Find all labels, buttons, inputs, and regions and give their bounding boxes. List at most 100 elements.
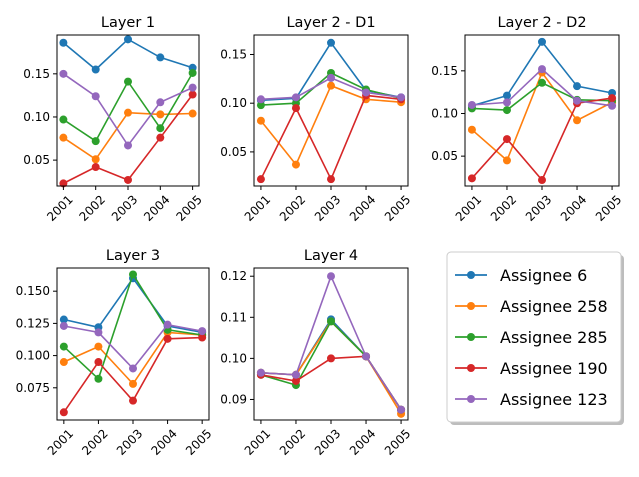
data-point bbox=[59, 342, 68, 351]
subplot-2: Layer 2 - D1 0.05 0.10 0.15 2001 2002 2003 2004… bbox=[220, 15, 413, 224]
data-point bbox=[59, 408, 68, 417]
legend-box bbox=[446, 251, 622, 423]
y-tick-label: 0.15 bbox=[23, 67, 50, 81]
series-line bbox=[260, 94, 402, 182]
data-point bbox=[256, 116, 265, 125]
data-point bbox=[256, 95, 265, 104]
data-point bbox=[163, 320, 172, 329]
data-point bbox=[188, 68, 197, 77]
x-tick-label: 2001 bbox=[45, 426, 76, 457]
data-point bbox=[467, 125, 476, 134]
y-tick-label: 0.10 bbox=[23, 110, 50, 124]
legend-marker bbox=[467, 333, 475, 341]
data-point bbox=[502, 135, 511, 144]
legend-marker bbox=[467, 271, 475, 279]
data-point bbox=[129, 270, 137, 279]
data-point bbox=[94, 374, 103, 383]
subplot-1: Layer 1 0.05 0.10 0.15 2001 2002 2003 2004 2005 bbox=[23, 15, 205, 224]
legend-marker bbox=[467, 302, 475, 310]
data-point bbox=[129, 379, 137, 388]
x-tick-label: 2002 bbox=[277, 192, 308, 223]
data-point bbox=[327, 354, 335, 363]
legend-marker bbox=[467, 364, 475, 372]
y-tick-label: 0.075 bbox=[16, 381, 50, 395]
y-tick-label: 0.100 bbox=[16, 349, 50, 363]
legend-label: Assignee 6 bbox=[500, 266, 587, 285]
x-tick-label: 2002 bbox=[488, 192, 519, 223]
data-point bbox=[362, 88, 371, 97]
data-point bbox=[188, 90, 197, 99]
legend-entry: Assignee 123 bbox=[455, 390, 608, 409]
data-point bbox=[538, 37, 546, 46]
y-tick-label: 0.09 bbox=[220, 392, 247, 406]
data-point bbox=[256, 101, 265, 110]
data-point bbox=[291, 104, 300, 113]
legend: Assignee 6 Assignee 258 Assignee 285 Assign… bbox=[446, 251, 624, 425]
series-line bbox=[63, 331, 203, 386]
y-tick-label: 0.10 bbox=[220, 351, 247, 365]
x-tick-label: 2005 bbox=[382, 426, 413, 457]
series-line bbox=[62, 38, 193, 71]
axes-frame bbox=[253, 34, 409, 187]
subplot-title: Layer 4 bbox=[304, 248, 358, 264]
data-point bbox=[291, 370, 300, 379]
data-point bbox=[198, 327, 207, 336]
data-point bbox=[129, 396, 137, 405]
subplot-title: Layer 1 bbox=[101, 15, 155, 31]
data-point bbox=[256, 175, 265, 184]
data-point bbox=[59, 69, 68, 78]
y-tick-label: 0.05 bbox=[431, 149, 458, 163]
data-point bbox=[502, 91, 511, 100]
x-tick-label: 2002 bbox=[77, 192, 108, 223]
data-point bbox=[59, 315, 68, 324]
data-point bbox=[59, 38, 68, 47]
x-tick-label: 2001 bbox=[242, 426, 273, 457]
x-tick-label: 2003 bbox=[114, 426, 145, 457]
y-tick-label: 0.05 bbox=[23, 153, 50, 167]
subplot-5: Layer 4 0.09 0.10 0.11 0.12 2001 2002 2003 2004 2… bbox=[220, 248, 413, 458]
data-point bbox=[59, 179, 68, 188]
legend-entry: Assignee 285 bbox=[455, 328, 608, 347]
data-point bbox=[502, 106, 511, 115]
data-point bbox=[91, 137, 100, 146]
series-line bbox=[471, 97, 613, 182]
y-tick-label: 0.125 bbox=[16, 316, 50, 330]
data-point bbox=[94, 328, 103, 337]
x-tick-label: 2005 bbox=[183, 426, 214, 457]
x-tick-label: 2004 bbox=[558, 192, 589, 223]
x-tick-label: 2005 bbox=[173, 192, 204, 223]
y-tick-label: 0.05 bbox=[220, 145, 247, 159]
data-point bbox=[188, 109, 197, 118]
data-point bbox=[59, 133, 68, 142]
x-tick-label: 2003 bbox=[312, 192, 343, 223]
legend-label: Assignee 123 bbox=[500, 390, 608, 409]
series-line bbox=[260, 320, 402, 415]
data-point bbox=[291, 160, 300, 169]
series-line bbox=[63, 94, 194, 185]
data-point bbox=[91, 65, 100, 74]
x-tick-label: 2002 bbox=[277, 426, 308, 457]
series-line bbox=[260, 355, 402, 411]
data-point bbox=[327, 73, 335, 82]
y-tick-label: 0.10 bbox=[431, 106, 458, 120]
data-point bbox=[538, 78, 546, 87]
data-point bbox=[129, 364, 137, 373]
legend-marker bbox=[467, 395, 475, 403]
data-point bbox=[467, 100, 476, 109]
x-tick-label: 2005 bbox=[382, 192, 413, 223]
data-point bbox=[327, 38, 335, 47]
data-point bbox=[573, 116, 582, 125]
data-point bbox=[124, 35, 132, 44]
data-point bbox=[156, 53, 165, 62]
subplot-title: Layer 3 bbox=[106, 248, 160, 264]
data-point bbox=[124, 77, 132, 86]
data-point bbox=[59, 321, 68, 330]
data-point bbox=[156, 133, 165, 142]
series-line bbox=[260, 318, 402, 411]
data-point bbox=[59, 358, 68, 367]
data-point bbox=[573, 96, 582, 105]
x-tick-label: 2003 bbox=[523, 192, 554, 223]
series-line bbox=[260, 274, 402, 411]
legend-entry: Assignee 258 bbox=[455, 297, 608, 316]
